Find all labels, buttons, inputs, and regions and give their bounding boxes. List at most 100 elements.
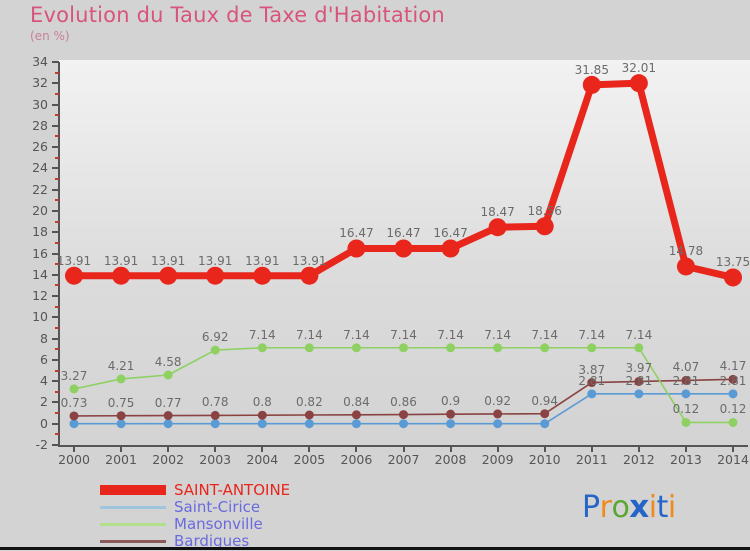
data-point[interactable] [728,374,738,384]
x-axis-tick [261,446,264,452]
data-point[interactable] [257,343,267,353]
data-point[interactable] [206,266,225,285]
x-axis-tick [543,446,546,452]
data-point[interactable] [634,343,644,353]
data-point[interactable] [399,410,408,420]
data-point[interactable] [351,419,361,429]
data-point[interactable] [587,389,597,399]
proxiti-logo[interactable]: Proxiti [582,489,676,525]
data-point[interactable] [681,417,691,427]
data-point-label: 7.14 [625,327,653,342]
data-point-label: 0.82 [295,394,323,409]
data-point[interactable] [116,419,126,429]
logo-letter: x [629,489,649,525]
data-point[interactable] [535,217,554,236]
data-point[interactable] [540,419,550,429]
y-axis-minor-tick [55,284,59,287]
data-point[interactable] [304,343,314,353]
logo-letter: t [656,490,669,525]
data-point[interactable] [112,266,131,285]
y-axis-label: 8 [40,330,48,346]
y-axis-tick [52,337,59,340]
data-point[interactable] [69,419,79,429]
data-point[interactable] [394,239,413,258]
data-point[interactable] [676,257,695,276]
data-point[interactable] [210,410,220,420]
data-point[interactable] [493,419,503,429]
data-point-label: 3.97 [625,361,653,376]
data-point[interactable] [441,239,460,258]
data-point-label: 7.14 [295,327,323,342]
data-point[interactable] [347,239,366,258]
data-point[interactable] [634,389,644,399]
data-point[interactable] [493,409,503,419]
data-point-label: 2.81 [719,373,747,388]
data-point-label: 0.77 [154,395,182,410]
x-axis-label: 2005 [293,452,326,467]
data-point[interactable] [587,343,597,353]
data-point[interactable] [446,343,456,353]
data-point[interactable] [540,409,550,419]
data-point[interactable] [399,419,408,429]
y-axis-tick [52,401,59,404]
x-axis-label: 2004 [246,452,279,467]
y-axis-label: 16 [32,245,48,261]
data-point[interactable] [69,384,79,394]
y-axis-line [58,62,60,446]
data-point[interactable] [304,419,314,429]
data-point[interactable] [257,419,267,429]
y-axis-minor-tick [55,369,59,372]
data-point[interactable] [629,74,648,93]
data-point[interactable] [304,410,314,420]
data-point[interactable] [493,343,503,353]
data-point-label: 0.86 [390,394,417,409]
data-point[interactable] [163,411,173,421]
y-axis-tick [52,167,59,170]
data-point-label: 16.47 [433,226,468,241]
y-axis-minor-tick [55,241,59,244]
data-point[interactable] [587,378,597,388]
data-point-label: 16.47 [386,226,421,241]
data-point[interactable] [728,389,738,399]
x-axis-label: 2014 [717,452,749,467]
y-axis-label: 14 [32,266,48,282]
data-point[interactable] [257,410,267,420]
data-point[interactable] [65,266,83,285]
y-axis-label: 4 [40,373,48,389]
data-point[interactable] [300,266,319,285]
x-axis-label: 2012 [622,452,655,467]
data-point[interactable] [351,343,361,353]
data-point[interactable] [582,75,601,94]
data-point[interactable] [728,417,738,427]
data-point[interactable] [253,266,272,285]
logo-letter: i [667,490,676,525]
logo-letter: i [648,490,657,525]
data-point-label: 18.47 [480,205,515,220]
data-point[interactable] [446,419,456,429]
x-axis-tick [308,446,311,452]
data-point[interactable] [116,411,126,421]
y-axis-label: 2 [40,394,48,410]
data-point[interactable] [210,345,220,355]
data-point[interactable] [159,266,178,285]
data-point[interactable] [724,268,742,287]
data-point[interactable] [681,389,691,399]
y-axis-tick [52,444,59,446]
data-point[interactable] [163,370,173,380]
data-point[interactable] [116,374,126,384]
y-axis-minor-tick [55,199,59,202]
data-point[interactable] [540,343,550,353]
data-point[interactable] [210,419,220,429]
y-axis-label: 30 [32,96,48,112]
y-axis-minor-tick [55,135,59,138]
y-axis-minor-tick [55,326,59,329]
data-point[interactable] [488,218,507,237]
x-axis-tick [167,446,170,452]
data-point[interactable] [681,375,691,385]
data-point[interactable] [634,376,644,386]
data-point[interactable] [163,419,173,429]
data-point[interactable] [399,343,408,353]
data-point[interactable] [69,411,79,421]
data-point[interactable] [446,409,456,419]
data-point[interactable] [351,410,361,420]
